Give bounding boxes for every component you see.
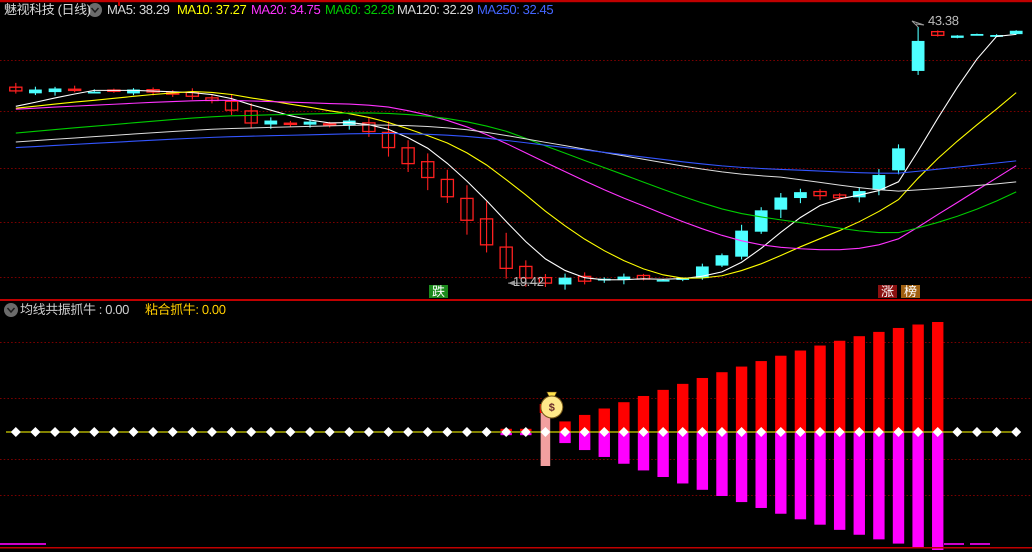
svg-text:$: $ — [549, 402, 555, 414]
